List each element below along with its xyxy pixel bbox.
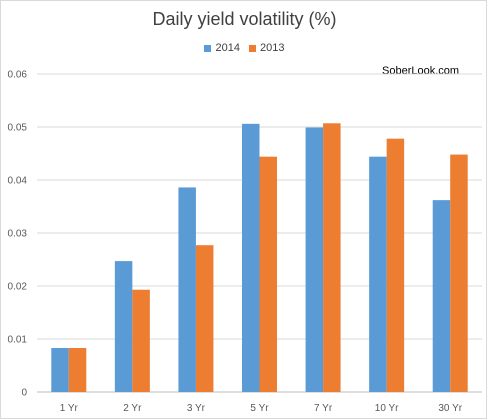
y-tick-label: 0.06	[8, 70, 28, 81]
legend-swatch-2014	[204, 44, 212, 52]
chart-legend: 2014 2013	[1, 42, 487, 55]
bar-2014-3-yr	[178, 187, 196, 392]
x-tick-label: 5 Yr	[250, 403, 269, 414]
legend-item-2013: 2013	[249, 42, 285, 54]
bar-2013-1-yr	[68, 348, 87, 392]
x-tick-label: 7 Yr	[314, 403, 333, 414]
bar-2013-7-yr	[323, 123, 341, 392]
bar-2013-10-yr	[386, 138, 405, 392]
legend-swatch-2013	[249, 44, 257, 52]
bar-2014-10-yr	[369, 156, 387, 392]
y-tick-label: 0.05	[8, 123, 28, 134]
y-tick-label: 0.04	[8, 176, 28, 187]
y-tick-label: 0.03	[8, 229, 28, 240]
legend-item-2014: 2014	[204, 42, 240, 54]
x-tick-label: 1 Yr	[60, 403, 79, 414]
y-tick-label: 0	[21, 388, 27, 399]
x-tick-label: 3 Yr	[187, 403, 206, 414]
bar-2014-1-yr	[51, 348, 69, 392]
legend-label-2014: 2014	[215, 42, 240, 54]
bar-2014-5-yr	[242, 123, 260, 392]
x-tick-label: 30 Yr	[438, 403, 462, 414]
bar-2013-5-yr	[259, 156, 277, 392]
x-tick-label: 2 Yr	[123, 403, 142, 414]
bar-2014-7-yr	[305, 127, 324, 392]
bar-2013-30-yr	[450, 154, 468, 392]
bar-2013-2-yr	[132, 289, 150, 392]
y-tick-label: 0.01	[8, 335, 28, 346]
legend-label-2013: 2013	[260, 42, 285, 54]
chart-title: Daily yield volatility (%)	[152, 9, 337, 29]
y-tick-label: 0.02	[8, 282, 28, 293]
bar-2013-3-yr	[195, 245, 214, 392]
bar-2014-2-yr	[114, 261, 133, 392]
bar-2014-30-yr	[432, 200, 451, 392]
x-tick-label: 10 Yr	[375, 403, 399, 414]
